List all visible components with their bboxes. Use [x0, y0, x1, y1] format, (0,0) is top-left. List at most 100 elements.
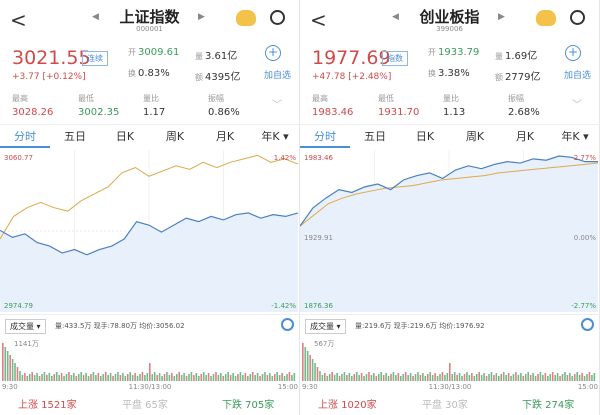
- volume-bar: [242, 375, 244, 381]
- chevron-down-icon[interactable]: ﹀: [572, 100, 582, 111]
- volume-bar: [419, 375, 422, 381]
- stat-value: 0.86%: [208, 107, 240, 118]
- period-tabs: 分时 五日 日K 周K 月K 年K ▾: [0, 124, 300, 148]
- price-line: [0, 212, 299, 256]
- volume-bar: [353, 374, 356, 381]
- tab-period[interactable]: 年K ▾: [561, 130, 589, 143]
- tab-period[interactable]: 年K ▾: [261, 130, 289, 143]
- status-badge[interactable]: 指数: [382, 51, 408, 66]
- volume-label: 量: [495, 52, 503, 61]
- volume-bar: [488, 374, 490, 381]
- volume-bar: [424, 376, 427, 381]
- volume-bar: [65, 374, 68, 381]
- price-area: [300, 156, 598, 312]
- back-icon[interactable]: <: [310, 8, 327, 32]
- tab-period[interactable]: 五日: [64, 130, 86, 143]
- back-icon[interactable]: <: [10, 8, 27, 32]
- add-watchlist-icon[interactable]: +: [265, 45, 281, 61]
- tab-period[interactable]: 周K: [465, 130, 485, 143]
- tab-period[interactable]: 周K: [165, 130, 185, 143]
- next-index-icon[interactable]: ▶: [198, 12, 205, 22]
- volume-bar: [475, 374, 478, 381]
- time-end: 15:00: [578, 383, 598, 391]
- price-area: [0, 212, 298, 312]
- prev-index-icon[interactable]: ◀: [392, 12, 399, 22]
- current-price: 1977.69: [312, 47, 391, 69]
- tab-period[interactable]: 月K: [215, 130, 235, 143]
- volume-bar: [217, 375, 220, 381]
- search-icon[interactable]: [570, 10, 585, 25]
- next-index-icon[interactable]: ▶: [498, 12, 505, 22]
- add-watchlist-button[interactable]: 加自选: [564, 71, 592, 81]
- volume-bar: [490, 372, 493, 381]
- volume-bar: [466, 372, 468, 381]
- volume-bar: [163, 374, 166, 381]
- prev-index-icon[interactable]: ◀: [92, 12, 99, 22]
- tab-period[interactable]: 五日: [364, 130, 386, 143]
- volume-bar: [547, 376, 549, 381]
- intraday-chart[interactable]: 3060.77 1.42% 2974.79 -1.42%: [0, 150, 300, 312]
- tab-period[interactable]: 月K: [515, 130, 535, 143]
- volume-bar: [346, 375, 348, 381]
- add-watchlist-button[interactable]: 加自选: [264, 71, 292, 81]
- volume-bar: [564, 372, 566, 381]
- volume-bar: [534, 376, 537, 381]
- volume-bar: [522, 376, 525, 381]
- open-field: 开 3009.61: [128, 47, 179, 58]
- axis-bottom-label: 2974.79: [4, 302, 33, 310]
- turnover-field: 换 3.38%: [428, 68, 470, 79]
- volume-bar: [414, 374, 417, 381]
- amount-value: 2779亿: [505, 72, 541, 83]
- volume-bar: [422, 373, 424, 381]
- mascot-icon[interactable]: [536, 10, 556, 26]
- axis-bottom-label: 1876.36: [304, 302, 333, 310]
- volume-max-label: 567万: [314, 340, 334, 348]
- volume-bar: [480, 375, 483, 381]
- chevron-down-icon[interactable]: ﹀: [272, 100, 282, 111]
- volume-bar: [9, 355, 11, 381]
- mascot-icon[interactable]: [236, 10, 256, 26]
- add-watchlist-icon[interactable]: +: [565, 45, 581, 61]
- tab-period[interactable]: 日K: [115, 130, 135, 143]
- indicator-select[interactable]: 成交量 ▾: [5, 319, 46, 334]
- tab-period[interactable]: 分时: [0, 125, 50, 148]
- volume-bar: [185, 376, 188, 381]
- volume-bar: [124, 376, 127, 381]
- page-title: 上证指数: [119, 8, 180, 26]
- indicator-select[interactable]: 成交量 ▾: [305, 319, 346, 334]
- volume-bar: [571, 376, 574, 381]
- volume-bar: [119, 375, 122, 381]
- volume-bar: [446, 373, 449, 381]
- open-value: 1933.79: [438, 47, 480, 58]
- volume-bar: [4, 347, 7, 381]
- volume-bar: [134, 373, 136, 381]
- search-icon[interactable]: [270, 10, 285, 25]
- tab-period[interactable]: 日K: [415, 130, 435, 143]
- intraday-chart[interactable]: 1983.46 2.77% 1876.36 -2.77% 1929.91 0.00%: [300, 150, 600, 312]
- volume-bar: [19, 371, 21, 381]
- status-badge[interactable]: 连续: [82, 51, 108, 66]
- axis-bottom-pct: -2.77%: [571, 302, 596, 310]
- volume-bar: [41, 374, 43, 381]
- volume-bar: [510, 376, 512, 381]
- gear-icon[interactable]: [581, 318, 594, 331]
- volume-bar: [444, 375, 446, 381]
- volume-bar: [483, 373, 485, 381]
- stat-value: 2.68%: [508, 107, 540, 118]
- volume-bar: [520, 373, 522, 381]
- volume-bar: [515, 372, 517, 381]
- volume-bar: [368, 372, 370, 381]
- volume-bar: [573, 374, 576, 381]
- volume-bar: [412, 376, 414, 381]
- volume-bar: [16, 367, 19, 381]
- volume-bar: [63, 376, 65, 381]
- tab-period[interactable]: 分时: [300, 125, 350, 148]
- volume-bar: [333, 375, 336, 381]
- volume-bar: [102, 374, 105, 381]
- volume-bar: [397, 373, 400, 381]
- volume-bar: [527, 372, 529, 381]
- volume-bar: [26, 376, 29, 381]
- volume-bar: [158, 373, 161, 381]
- change-value: +47.78: [312, 72, 346, 82]
- gear-icon[interactable]: [281, 318, 294, 331]
